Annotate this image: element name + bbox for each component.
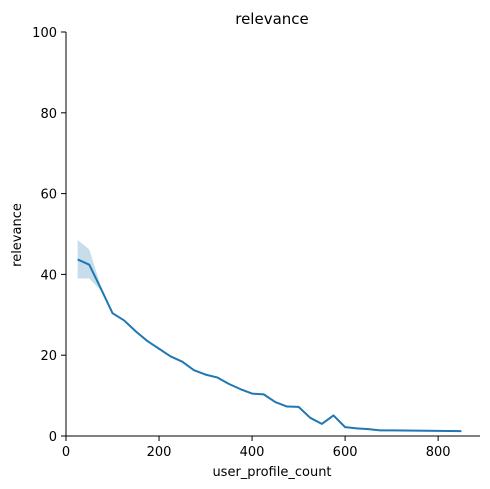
y-tick-label: 20 [40, 349, 57, 364]
x-axis-ticks: 0 200 400 600 800 [62, 436, 451, 460]
y-axis-ticks: 0 20 40 60 80 100 [32, 26, 66, 445]
data-point [100, 288, 102, 290]
data-point [158, 348, 160, 350]
data-point [298, 406, 300, 408]
data-point [170, 355, 172, 357]
data-point [216, 376, 218, 378]
data-point [263, 393, 265, 395]
data-point [321, 423, 323, 425]
data-point [88, 264, 90, 266]
data-point [251, 393, 253, 395]
data-point [205, 374, 207, 376]
plot-area [77, 240, 462, 433]
data-point [332, 414, 334, 416]
data-point [286, 406, 288, 408]
data-point [367, 428, 369, 430]
data-point [379, 429, 381, 431]
data-point [77, 258, 79, 260]
y-tick-label: 40 [40, 268, 57, 283]
chart-title: relevance [235, 10, 309, 28]
x-tick-label: 600 [333, 445, 358, 460]
confidence-band [77, 240, 462, 432]
data-point [228, 383, 230, 385]
data-point [146, 340, 148, 342]
y-tick-label: 0 [49, 430, 57, 445]
data-point [356, 427, 358, 429]
data-point [274, 401, 276, 403]
y-tick-label: 80 [40, 107, 57, 122]
data-point [193, 369, 195, 371]
y-axis-label: relevance [10, 203, 25, 267]
y-tick-label: 100 [32, 26, 57, 41]
data-point [112, 312, 114, 314]
data-point [460, 430, 462, 432]
data-point [239, 388, 241, 390]
x-tick-label: 0 [62, 445, 70, 460]
series-line [77, 258, 462, 433]
x-axis-label: user_profile_count [212, 465, 331, 480]
data-point [181, 361, 183, 363]
y-tick-label: 60 [40, 188, 57, 203]
x-tick-label: 200 [147, 445, 172, 460]
x-tick-label: 400 [240, 445, 265, 460]
data-point [344, 426, 346, 428]
data-point [391, 429, 393, 431]
x-tick-label: 800 [426, 445, 451, 460]
data-point [135, 330, 137, 332]
data-point [309, 417, 311, 419]
data-point [123, 319, 125, 321]
